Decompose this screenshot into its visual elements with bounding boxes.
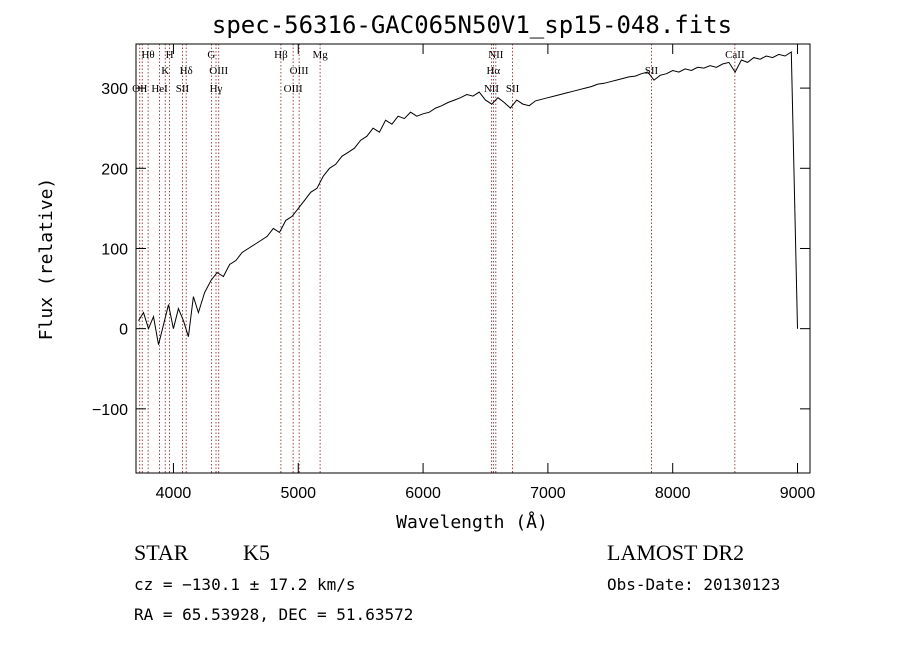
line-label: H xyxy=(166,49,174,61)
x-tick-label: 7000 xyxy=(530,485,566,502)
survey-name: LAMOST DR2 xyxy=(607,540,744,565)
x-tick-label: 5000 xyxy=(280,485,316,502)
line-label: NII xyxy=(484,83,500,95)
object-subclass: K5 xyxy=(243,540,270,565)
y-tick-label: 100 xyxy=(101,241,128,258)
line-label: NII xyxy=(488,49,504,61)
x-axis-label: Wavelength (Å) xyxy=(396,511,548,533)
line-label: Mg xyxy=(312,49,328,61)
spectrum-line xyxy=(138,51,798,345)
line-markers xyxy=(139,44,736,473)
y-tick-label: −100 xyxy=(92,402,128,419)
coordinates-text: RA = 65.53928, DEC = 51.63572 xyxy=(134,605,413,624)
line-label: Hα xyxy=(486,65,500,77)
chart-title: spec-56316-GAC065N50V1_sp15-048.fits xyxy=(212,11,732,39)
x-tick-label: 6000 xyxy=(405,485,441,502)
line-label: HeI xyxy=(151,83,168,95)
y-tick-label: 0 xyxy=(119,322,128,339)
line-label: K xyxy=(161,65,169,77)
y-tick-label: 200 xyxy=(101,161,128,178)
object-class: STAR xyxy=(134,540,189,565)
redshift-text: cz = −130.1 ± 17.2 km/s xyxy=(134,575,356,594)
line-label: G xyxy=(207,49,215,61)
line-label: Hγ xyxy=(210,83,223,95)
obs-date: Obs-Date: 20130123 xyxy=(607,575,780,594)
line-label: Hθ xyxy=(141,49,154,61)
x-tick-label: 8000 xyxy=(655,485,691,502)
y-axis-label: Flux (relative) xyxy=(36,178,57,341)
line-label: Hδ xyxy=(180,65,193,77)
line-label: OIII xyxy=(209,65,228,77)
line-label: OIII xyxy=(284,83,303,95)
x-tick-label: 4000 xyxy=(156,485,192,502)
plot-frame xyxy=(135,43,811,474)
line-label: SII xyxy=(506,83,520,95)
line-label: OIII xyxy=(290,65,309,77)
y-axis: −100 0 100 200 300 xyxy=(92,81,810,419)
line-label: OII xyxy=(132,83,148,95)
line-labels: OIIHθHeIKHSIIHδGHγOIIIHβOIIIOIIIMgNIIHαN… xyxy=(132,49,745,95)
line-label: SII xyxy=(645,65,659,77)
y-tick-label: 300 xyxy=(101,81,128,98)
x-axis: 4000 5000 6000 7000 8000 9000 xyxy=(156,44,816,502)
x-tick-label: 9000 xyxy=(780,485,816,502)
line-label: SII xyxy=(176,83,190,95)
line-label: CaII xyxy=(725,49,745,61)
line-label: Hβ xyxy=(274,49,288,61)
